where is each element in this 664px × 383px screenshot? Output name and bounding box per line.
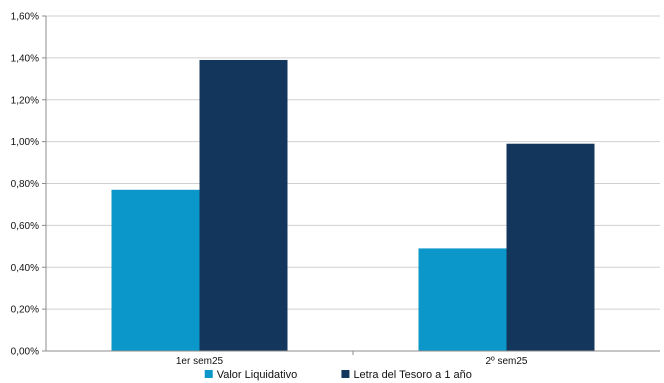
legend: Valor Liquidativo Letra del Tesoro a 1 añ… <box>204 369 472 381</box>
y-tick-label: 1,00% <box>11 137 39 148</box>
legend-swatch <box>341 370 350 378</box>
y-tick-label: 0,60% <box>11 221 39 232</box>
y-tick-label: 0,20% <box>11 305 39 316</box>
y-tick-label: 1,60% <box>11 12 39 23</box>
y-tick-label: 0,00% <box>11 347 39 358</box>
x-tick-label: 1er sem25 <box>176 356 224 367</box>
y-tick-label: 0,40% <box>11 263 39 274</box>
legend-swatch <box>204 370 213 378</box>
y-tick-label: 1,20% <box>11 95 39 106</box>
legend-item: Valor Liquidativo <box>204 369 298 381</box>
legend-label: Letra del Tesoro a 1 año <box>353 369 471 381</box>
legend-item: Letra del Tesoro a 1 año <box>341 369 472 381</box>
bar-letra-tesoro-2 <box>506 143 595 351</box>
x-axis-ticks: 1er sem25 2º sem25 <box>176 351 528 367</box>
y-tick-label: 0,80% <box>11 179 39 190</box>
x-tick-label: 2º sem25 <box>485 356 527 367</box>
y-axis-ticks: 0,00% 0,20% 0,40% 0,60% 0,80% 1,00% 1,20% 1,40%… <box>11 12 46 358</box>
bar-valor-liquidativo-2 <box>418 248 507 351</box>
bar-valor-liquidativo-1 <box>111 189 200 351</box>
bar-letra-tesoro-1 <box>199 59 288 351</box>
bars <box>111 59 595 351</box>
legend-label: Valor Liquidativo <box>217 369 298 381</box>
axes <box>45 16 660 352</box>
y-tick-label: 1,40% <box>11 53 39 64</box>
